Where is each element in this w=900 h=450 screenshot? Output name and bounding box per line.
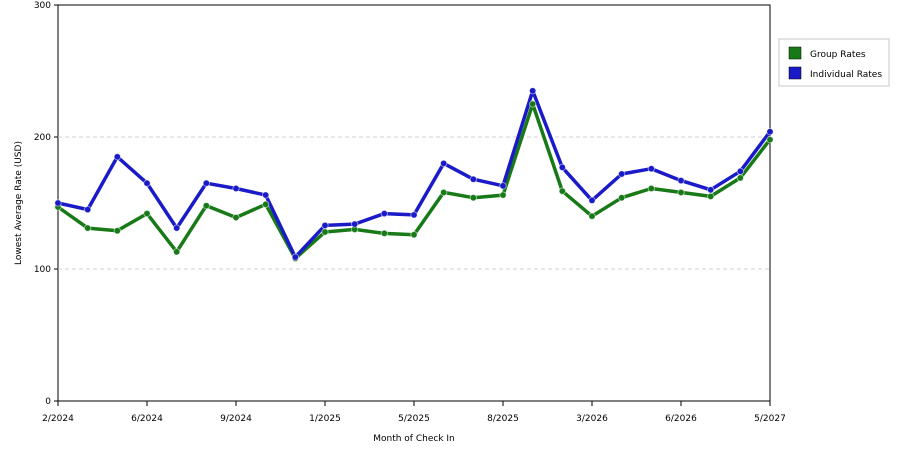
y-tick-label: 100: [34, 265, 51, 275]
x-tick-label: 3/2026: [576, 414, 608, 424]
x-tick-label: 9/2024: [220, 414, 252, 424]
data-point-group-rates: [647, 184, 655, 193]
data-point-individual-rates: [707, 186, 715, 194]
data-point-individual-rates: [469, 175, 477, 183]
data-point-individual-rates: [321, 221, 329, 230]
legend: Group Rates Individual Rates: [778, 38, 890, 87]
data-point-group-rates: [677, 188, 685, 197]
y-tick-label: 0: [45, 397, 51, 407]
data-point-group-rates: [469, 194, 477, 202]
data-point-individual-rates: [84, 206, 92, 214]
data-point-individual-rates: [499, 182, 507, 190]
data-point-individual-rates: [232, 184, 240, 193]
data-point-individual-rates: [558, 163, 566, 171]
data-point-individual-rates: [380, 209, 388, 218]
data-point-group-rates: [618, 194, 626, 202]
y-axis-title: Lowest Average Rate (USD): [14, 141, 24, 265]
x-tick-label: 6/2026: [665, 414, 697, 424]
data-point-individual-rates: [262, 191, 270, 199]
data-point-group-rates: [588, 212, 596, 220]
data-point-individual-rates: [736, 167, 744, 175]
legend-label-group-rates: Group Rates: [810, 50, 866, 60]
data-point-group-rates: [499, 191, 507, 199]
data-point-group-rates: [736, 174, 744, 182]
x-tick-label: 8/2025: [487, 414, 519, 424]
data-point-group-rates: [232, 213, 240, 222]
data-point-individual-rates: [529, 87, 537, 95]
data-point-individual-rates: [54, 199, 62, 207]
legend-swatch-individual-rates: [788, 66, 802, 80]
data-point-individual-rates: [351, 220, 359, 228]
series-points: [54, 87, 774, 263]
data-point-group-rates: [262, 200, 270, 208]
x-tick-label: 2/2024: [42, 414, 74, 424]
data-point-group-rates: [766, 136, 774, 144]
data-point-group-rates: [380, 229, 388, 237]
data-point-individual-rates: [588, 196, 596, 204]
data-point-group-rates: [440, 188, 448, 197]
data-point-individual-rates: [143, 179, 151, 187]
plot-border: [57, 4, 771, 402]
data-point-individual-rates: [202, 179, 210, 187]
data-point-group-rates: [707, 192, 715, 200]
data-point-individual-rates: [113, 153, 121, 161]
x-axis: 2/2024 6/2024 9/2024 1/2025 5/2025 8/2025 3/20…: [42, 401, 786, 424]
data-point-group-rates: [529, 100, 537, 108]
legend-label-individual-rates: Individual Rates: [810, 70, 882, 80]
x-tick-label: 5/2025: [398, 414, 430, 424]
data-point-group-rates: [84, 224, 92, 232]
data-point-group-rates: [410, 231, 418, 239]
x-tick-label: 1/2025: [309, 414, 341, 424]
data-point-group-rates: [202, 202, 210, 210]
data-point-group-rates: [113, 227, 121, 235]
data-point-group-rates: [173, 248, 181, 256]
plot-area: [57, 4, 771, 402]
data-point-individual-rates: [291, 253, 299, 261]
data-point-group-rates: [558, 187, 566, 195]
legend-swatch-group-rates: [788, 46, 802, 60]
data-point-individual-rates: [618, 170, 626, 178]
data-point-group-rates: [321, 228, 329, 236]
data-point-individual-rates: [766, 128, 774, 136]
data-point-individual-rates: [173, 224, 181, 232]
data-point-individual-rates: [440, 159, 448, 167]
x-tick-label: 5/2027: [754, 414, 786, 424]
x-axis-title: Month of Check In: [373, 434, 455, 444]
data-point-individual-rates: [677, 176, 685, 185]
data-point-individual-rates: [410, 211, 418, 219]
y-tick-label: 200: [34, 133, 51, 143]
y-tick-label: 300: [34, 1, 51, 11]
y-axis: 0 100 200 300: [34, 1, 58, 407]
data-point-individual-rates: [647, 165, 655, 173]
data-point-group-rates: [143, 209, 151, 218]
x-tick-label: 6/2024: [131, 414, 163, 424]
